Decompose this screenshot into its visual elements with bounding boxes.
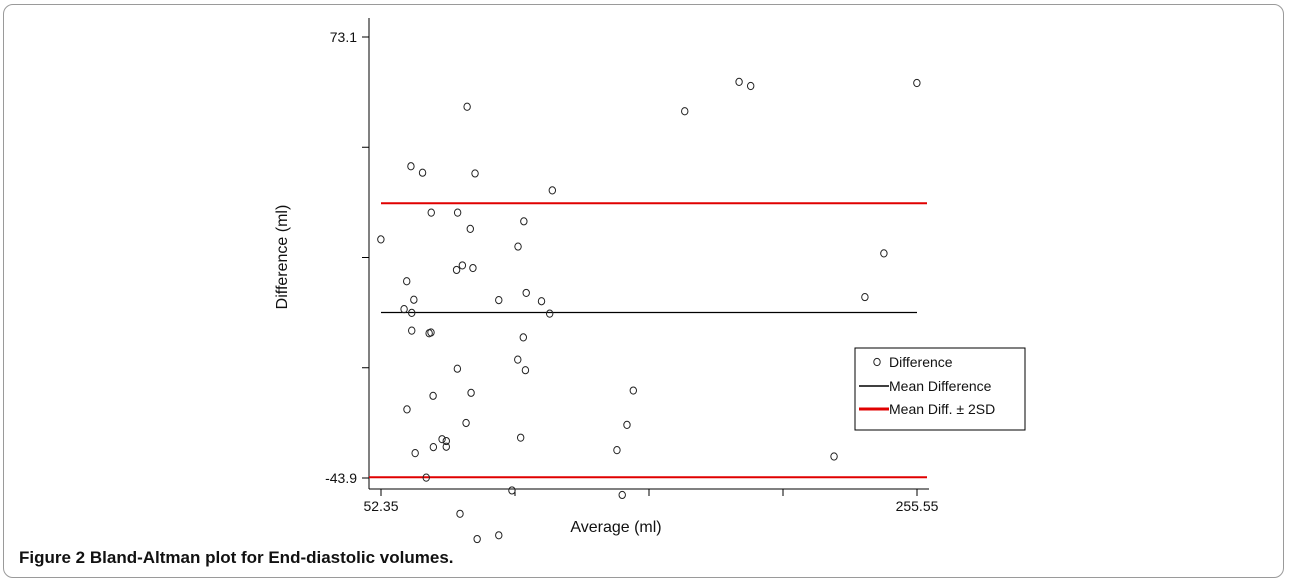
data-point (830, 452, 838, 461)
data-point (537, 297, 546, 306)
data-point (403, 277, 411, 286)
data-point (746, 81, 755, 91)
x-tick-label: 52.35 (363, 498, 398, 514)
data-point (629, 386, 638, 395)
data-point (410, 295, 418, 304)
data-point (913, 78, 921, 88)
reference-lines (369, 202, 927, 479)
data-point (463, 102, 471, 111)
figure-frame (3, 4, 1284, 578)
data-point (466, 224, 474, 233)
y-tick-label: 73.1 (330, 29, 357, 45)
data-point (520, 217, 528, 226)
data-point (861, 292, 869, 302)
data-point (469, 263, 477, 273)
data-point (429, 442, 438, 452)
data-point (521, 366, 530, 375)
data-point (442, 442, 450, 451)
data-point (613, 446, 621, 455)
data-point (422, 473, 430, 482)
data-point (519, 333, 528, 342)
legend-label: Difference (889, 354, 953, 370)
data-point (427, 208, 435, 217)
data-point (545, 309, 554, 318)
data-point (522, 288, 530, 298)
data-point (681, 107, 689, 116)
data-point (548, 186, 557, 195)
data-point (429, 391, 437, 400)
data-point (408, 308, 416, 318)
data-point (418, 168, 427, 177)
data-point (514, 242, 522, 251)
data-points (377, 77, 921, 544)
caption-label: Figure 2 (19, 548, 86, 567)
data-point (508, 486, 516, 495)
data-point (411, 449, 419, 458)
data-point (407, 162, 415, 171)
data-point (400, 305, 408, 314)
axes: 73.1 -43.9 52.35 255.55 (325, 18, 939, 514)
legend-marker-difference (873, 357, 881, 367)
legend-label: Mean Diff. ± 2SD (889, 401, 995, 417)
data-point (438, 435, 446, 444)
data-point (462, 418, 470, 428)
caption-text: Bland-Altman plot for End-diastolic volu… (89, 548, 454, 567)
data-point (623, 420, 631, 429)
legend: Difference Mean Difference Mean Diff. ± 2S… (854, 347, 1026, 431)
data-point (456, 509, 464, 518)
data-point (403, 405, 411, 414)
data-point (453, 364, 462, 373)
data-point (425, 329, 433, 338)
data-point (458, 261, 467, 270)
data-point (467, 388, 475, 397)
data-point (471, 169, 479, 178)
x-axis-label: Average (ml) (570, 519, 661, 536)
x-tick-label: 255.55 (896, 498, 939, 514)
data-point (473, 534, 481, 544)
y-tick-label: -43.9 (325, 470, 357, 486)
data-point (516, 433, 525, 442)
y-axis-label: Difference (ml) (274, 205, 291, 310)
figure-caption: Figure 2 Bland-Altman plot for End-diast… (19, 548, 454, 568)
data-point (514, 355, 522, 364)
legend-box (854, 347, 1026, 431)
data-point (495, 531, 503, 540)
data-point (452, 265, 461, 275)
data-point (495, 295, 503, 305)
data-point (735, 77, 743, 86)
data-point (618, 490, 626, 500)
data-point (408, 326, 416, 335)
data-point (453, 208, 462, 217)
data-point (442, 436, 450, 446)
data-point (880, 249, 888, 258)
legend-label: Mean Difference (889, 378, 992, 394)
data-point (377, 235, 385, 244)
